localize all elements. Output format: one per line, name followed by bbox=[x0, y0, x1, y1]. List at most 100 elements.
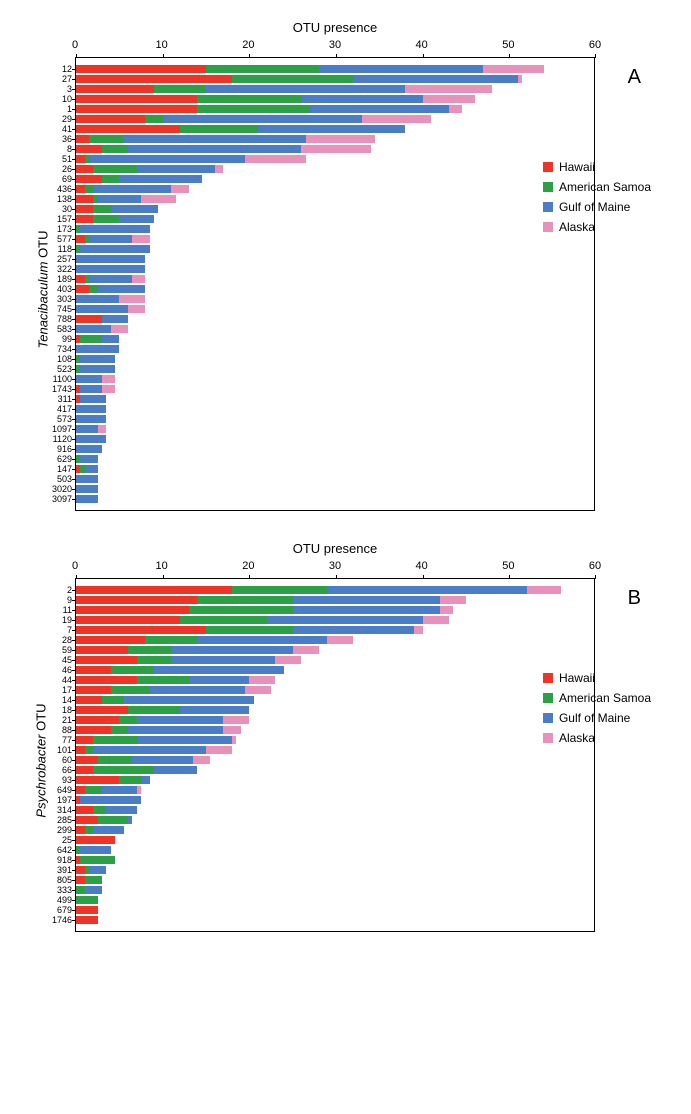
bar-stack bbox=[76, 355, 115, 363]
bar-segment-alaska bbox=[245, 155, 306, 163]
bar-stack bbox=[76, 235, 150, 243]
bar-segment-hawaii bbox=[76, 666, 111, 674]
bar-row: 573 bbox=[76, 414, 594, 424]
y-tick-mark bbox=[72, 800, 76, 801]
bar-segment-maine bbox=[80, 455, 97, 463]
bar-segment-alaska bbox=[293, 646, 319, 654]
bar-segment-hawaii bbox=[76, 916, 98, 924]
y-tick-mark bbox=[72, 119, 76, 120]
bar-row: 523 bbox=[76, 364, 594, 374]
x-tick-mark bbox=[163, 54, 164, 58]
y-tick-mark bbox=[72, 309, 76, 310]
bar-label: 9 bbox=[34, 595, 72, 605]
legend-item: Hawaii bbox=[543, 671, 651, 685]
bar-segment-maine bbox=[128, 726, 223, 734]
y-tick-mark bbox=[72, 650, 76, 651]
bar-segment-maine bbox=[76, 345, 119, 353]
bar-stack bbox=[76, 826, 124, 834]
bar-segment-maine bbox=[310, 105, 449, 113]
bar-row: 679 bbox=[76, 905, 594, 915]
bar-segment-hawaii bbox=[76, 646, 128, 654]
bar-segment-samoa bbox=[85, 876, 102, 884]
bar-stack bbox=[76, 485, 98, 493]
legend-swatch bbox=[543, 162, 553, 172]
bar-row: 417 bbox=[76, 404, 594, 414]
bar-segment-hawaii bbox=[76, 95, 197, 103]
bar-label: 299 bbox=[34, 825, 72, 835]
bar-stack bbox=[76, 886, 102, 894]
bar-segment-samoa bbox=[111, 726, 128, 734]
bar-row: 1100 bbox=[76, 374, 594, 384]
bar-segment-samoa bbox=[80, 856, 115, 864]
bar-segment-hawaii bbox=[76, 115, 145, 123]
bar-segment-alaska bbox=[245, 686, 271, 694]
chart-panel-B: OTU presence0102030405060291119728594546… bbox=[20, 541, 671, 932]
bar-segment-maine bbox=[85, 465, 98, 473]
bar-segment-samoa bbox=[93, 736, 136, 744]
bar-segment-alaska bbox=[275, 656, 301, 664]
bar-segment-maine bbox=[76, 375, 102, 383]
bar-label: 311 bbox=[34, 394, 72, 404]
bar-stack bbox=[76, 596, 466, 604]
y-tick-mark bbox=[72, 129, 76, 130]
bar-segment-maine bbox=[154, 766, 197, 774]
bar-segment-maine bbox=[128, 145, 301, 153]
bar-segment-alaska bbox=[440, 596, 466, 604]
bar-segment-maine bbox=[301, 95, 422, 103]
y-axis-title: Tenacibaculum OTU bbox=[36, 230, 51, 348]
y-tick-mark bbox=[72, 199, 76, 200]
bar-row: 1 bbox=[76, 104, 594, 114]
bar-segment-hawaii bbox=[76, 746, 85, 754]
x-tick-label: 20 bbox=[233, 39, 263, 51]
bar-stack bbox=[76, 415, 106, 423]
bar-row: 403 bbox=[76, 284, 594, 294]
bar-stack bbox=[76, 776, 150, 784]
bar-stack bbox=[76, 185, 189, 193]
y-tick-mark bbox=[72, 299, 76, 300]
bar-segment-maine bbox=[258, 125, 405, 133]
bar-segment-maine bbox=[132, 756, 193, 764]
x-axis: 0102030405060 bbox=[75, 39, 595, 57]
bar-segment-hawaii bbox=[76, 736, 93, 744]
bar-segment-alaska bbox=[119, 295, 145, 303]
bar-stack bbox=[76, 375, 115, 383]
bar-segment-maine bbox=[80, 385, 102, 393]
bar-stack bbox=[76, 245, 150, 253]
legend: HawaiiAmerican SamoaGulf of MaineAlaska bbox=[543, 671, 651, 751]
bar-segment-hawaii bbox=[76, 105, 197, 113]
bar-segment-samoa bbox=[119, 776, 141, 784]
legend-swatch bbox=[543, 202, 553, 212]
bar-row: 299 bbox=[76, 825, 594, 835]
bar-stack bbox=[76, 856, 115, 864]
bar-row: 147 bbox=[76, 464, 594, 474]
bar-segment-hawaii bbox=[76, 185, 85, 193]
bar-stack bbox=[76, 165, 223, 173]
y-tick-mark bbox=[72, 760, 76, 761]
plot-area: 2911197285945464417141821887710160669364… bbox=[75, 578, 595, 932]
bar-row: 303 bbox=[76, 294, 594, 304]
bar-stack bbox=[76, 866, 106, 874]
bar-row: 118 bbox=[76, 244, 594, 254]
bar-segment-hawaii bbox=[76, 235, 85, 243]
bar-segment-hawaii bbox=[76, 125, 180, 133]
bar-stack bbox=[76, 616, 449, 624]
bar-label: 10 bbox=[34, 94, 72, 104]
bar-segment-hawaii bbox=[76, 616, 180, 624]
bar-row: 314 bbox=[76, 805, 594, 815]
bar-label: 28 bbox=[34, 635, 72, 645]
bar-label: 59 bbox=[34, 645, 72, 655]
bar-segment-alaska bbox=[141, 195, 176, 203]
bar-segment-samoa bbox=[197, 95, 301, 103]
bar-segment-samoa bbox=[111, 686, 150, 694]
x-axis: 0102030405060 bbox=[75, 560, 595, 578]
bar-row: 788 bbox=[76, 314, 594, 324]
y-tick-mark bbox=[72, 700, 76, 701]
bars-container: 1227310129413685126694361383015717357711… bbox=[76, 58, 594, 510]
bar-segment-maine bbox=[197, 636, 327, 644]
bar-label: 1743 bbox=[34, 384, 72, 394]
bar-segment-hawaii bbox=[76, 195, 93, 203]
bar-stack bbox=[76, 215, 154, 223]
bar-label: 573 bbox=[34, 414, 72, 424]
bar-stack bbox=[76, 295, 145, 303]
bar-segment-samoa bbox=[232, 75, 353, 83]
